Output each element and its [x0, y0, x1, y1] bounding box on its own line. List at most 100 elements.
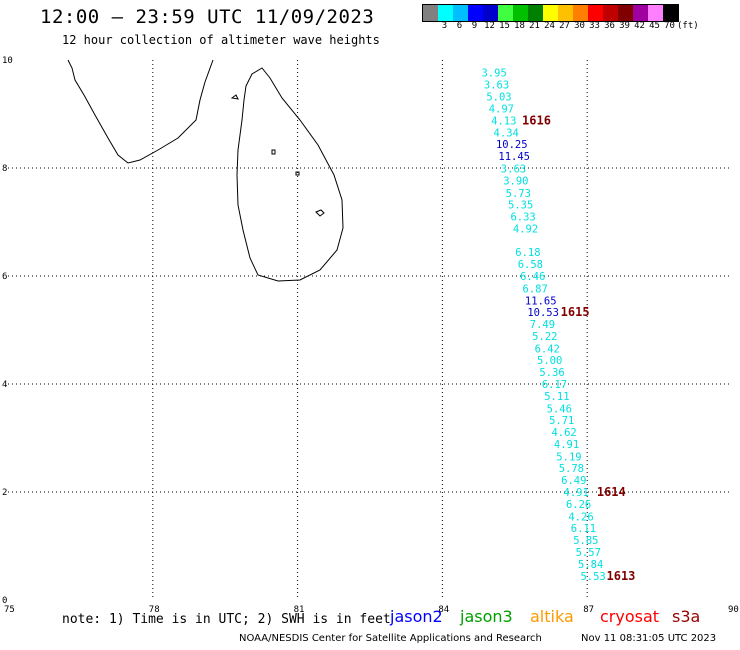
lon-tick-label: 81: [294, 605, 305, 615]
legend-tick-label: 36: [604, 21, 615, 31]
swh-value: 6.87: [523, 283, 548, 295]
swh-value: 5.84: [578, 559, 603, 571]
swh-value: 10.25: [496, 139, 528, 151]
islet: [315, 209, 325, 217]
pass-time-label: 1614: [597, 485, 626, 499]
swh-value: 11.65: [525, 295, 557, 307]
legend-tick-label: 15: [499, 21, 510, 31]
swh-value: 5.00: [537, 355, 562, 367]
swh-value: 6.49: [561, 475, 586, 487]
legend-tick-label: 30: [574, 21, 585, 31]
legend-jason3: jason3: [460, 607, 513, 626]
swh-value: 5.85: [573, 535, 598, 547]
legend-swatch: [513, 5, 528, 21]
lon-tick-label: 84: [438, 605, 449, 615]
pass-time-label: 1615: [561, 305, 590, 319]
legend-swatch: [648, 5, 663, 21]
swh-value: 5.19: [556, 451, 581, 463]
swh-value: 6.18: [515, 247, 540, 259]
legend-tick-label: 42: [634, 21, 645, 31]
swh-value: 3.95: [481, 67, 506, 79]
legend-tick-label: 12: [484, 21, 495, 31]
swh-value: 5.35: [508, 200, 533, 212]
legend-tick-label: 3: [441, 21, 448, 31]
swh-value: 6.42: [535, 343, 560, 355]
lat-tick-label: 4: [2, 380, 7, 390]
coastline: [67, 59, 344, 282]
sri-lanka-coastline: [236, 67, 344, 282]
swh-value: 4.26: [568, 511, 593, 523]
legend-cryosat: cryosat: [600, 607, 660, 626]
swh-value: 6.17: [542, 379, 567, 391]
map-title: 12:00 – 23:59 UTC 11/09/2023: [40, 6, 375, 28]
legend-tick-label: 18: [514, 21, 525, 31]
swh-value: 4.92: [513, 223, 538, 235]
legend-swatch: [498, 5, 513, 21]
legend-unit: (ft): [677, 21, 699, 31]
legend-swatch: [483, 5, 498, 21]
swh-value: 4.62: [551, 427, 576, 439]
swh-value: 4.91: [564, 487, 589, 499]
swh-value: 10.53: [527, 307, 559, 319]
islet: [230, 94, 239, 100]
footer-note: note: 1) Time is in UTC; 2) SWH is in fe…: [62, 612, 391, 627]
legend-tick-label: 6: [456, 21, 463, 31]
legend-altika: altika: [530, 607, 574, 626]
legend-swatch: [558, 5, 573, 21]
swh-value: 5.03: [486, 92, 511, 104]
swh-value: 4.91: [554, 439, 579, 451]
map-subtitle: 12 hour collection of altimeter wave hei…: [62, 33, 380, 47]
islet: [271, 149, 276, 155]
legend-swatch: [453, 5, 468, 21]
legend-labels: 3 6 9 12 15 18 21 24 27 30 33 36 39 42 45 70 (ft): [422, 21, 699, 31]
wave-height-color-legend: [422, 4, 679, 22]
legend-jason2: jason2: [390, 607, 443, 626]
legend-swatch: [603, 5, 618, 21]
lon-tick-label: 78: [149, 605, 160, 615]
lat-tick-label: 10: [2, 56, 13, 66]
legend-tick-label: 24: [544, 21, 555, 31]
swh-value: 3.90: [503, 175, 528, 187]
pass-time-label: 1616: [522, 113, 551, 127]
lon-tick-label: 75: [4, 605, 15, 615]
legend-tick-label: 21: [529, 21, 540, 31]
lon-tick-label: 90: [728, 605, 739, 615]
swh-value: 5.46: [547, 403, 572, 415]
swh-value: 5.53: [580, 571, 605, 583]
legend-tick-label: 9: [471, 21, 478, 31]
swh-value: 6.46: [520, 271, 545, 283]
legend-tick-label: 45: [649, 21, 660, 31]
swh-value: 3.63: [501, 164, 526, 176]
legend-swatch: [573, 5, 588, 21]
swh-value: 6.33: [510, 212, 535, 224]
swh-value: 4.34: [494, 127, 519, 139]
legend-tick-label: 27: [559, 21, 570, 31]
swh-value: 5.57: [576, 547, 601, 559]
swh-value: 4.97: [489, 104, 514, 116]
swh-value: 4.13: [491, 115, 516, 127]
legend-swatch: [663, 5, 678, 21]
legend-swatch: [438, 5, 453, 21]
swh-value: 5.78: [559, 463, 584, 475]
legend-swatch: [423, 5, 438, 21]
credit-text: NOAA/NESDIS Center for Satellite Applica…: [239, 633, 542, 644]
legend-tick-label: 39: [619, 21, 630, 31]
swh-value: 7.49: [530, 319, 555, 331]
map-grid: [8, 60, 732, 600]
islet: [295, 171, 300, 176]
legend-swatch: [468, 5, 483, 21]
legend-swatch: [633, 5, 648, 21]
altimeter-track: 3.953.635.034.974.134.3410.2511.453.633.…: [481, 67, 635, 583]
legend-swatch: [543, 5, 558, 21]
swh-value: 11.45: [498, 151, 530, 163]
generated-time: Nov 11 08:31:05 UTC 2023: [581, 633, 717, 644]
legend-swatch: [618, 5, 633, 21]
legend-tick-label: 70: [664, 21, 675, 31]
swh-value: 6.26: [566, 499, 591, 511]
swh-value: 5.73: [506, 188, 531, 200]
lat-tick-label: 2: [2, 488, 7, 498]
swh-value: 6.58: [518, 259, 543, 271]
swh-value: 6.11: [571, 523, 596, 535]
legend-swatch: [528, 5, 543, 21]
